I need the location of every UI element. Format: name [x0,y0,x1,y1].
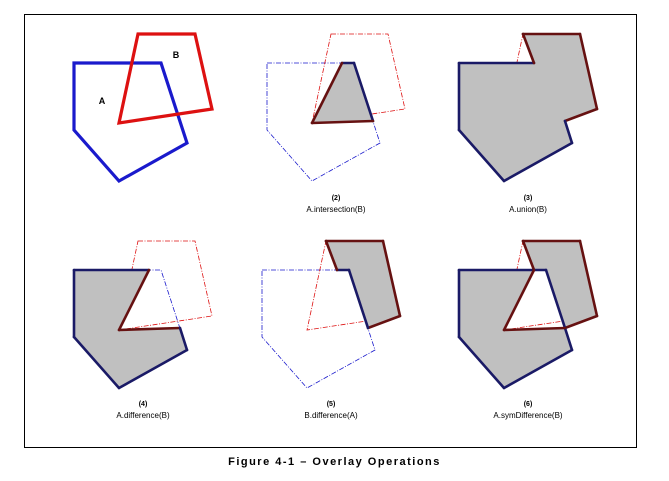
result-edge [563,314,599,330]
result-edge [117,326,182,332]
panel-caption: A.difference(B) [116,411,170,420]
result-region [459,34,597,181]
result-edge [324,239,339,272]
result-edge [72,335,121,390]
result-edge [578,32,599,111]
polygon-a-outline [261,269,376,389]
result-edge [544,268,567,330]
result-edge [352,61,375,123]
result-edge [366,314,402,330]
figure-frame [24,14,637,448]
result-region-b [523,241,597,328]
panel-number: (4) [139,401,148,408]
result-edge [457,128,506,183]
panel-caption: B.difference(A) [304,411,358,420]
result-edge [563,326,574,352]
result-edge [457,335,506,390]
result-edge [578,239,599,318]
polygon-b-label: B [173,50,180,60]
result-edge [521,32,536,65]
result-edge [521,239,536,272]
result-edge [563,107,599,123]
panel-number: (2) [332,195,341,202]
polygon-b [116,32,214,125]
panel-number: (5) [327,401,336,408]
polygon-a-label: A [99,96,106,106]
result-edge [310,119,375,125]
result-region [326,241,400,328]
polygon-a [72,61,189,184]
result-edge [563,119,574,145]
panel-caption: A.symDifference(B) [493,411,563,420]
result-edge [502,268,536,332]
result-edge [502,326,567,332]
result-edge [310,61,344,125]
panel-caption: A.union(B) [509,205,547,214]
result-edge [502,348,574,390]
result-region-a [459,270,572,388]
result-edge [381,239,402,318]
panel-caption: A.intersection(B) [306,205,365,214]
result-edge [347,268,370,330]
polygon-a-outline [266,62,381,182]
figure-caption: Figure 4-1 – Overlay Operations [228,456,441,468]
result-edge [117,268,151,332]
panel-number: (6) [524,401,533,408]
result-edge [178,326,189,352]
panel-number: (3) [524,195,533,202]
polygon-b-outline [118,240,213,331]
result-region [74,270,187,388]
polygon-b-outline [311,33,406,124]
result-edge [117,348,189,390]
result-edge [502,141,574,183]
